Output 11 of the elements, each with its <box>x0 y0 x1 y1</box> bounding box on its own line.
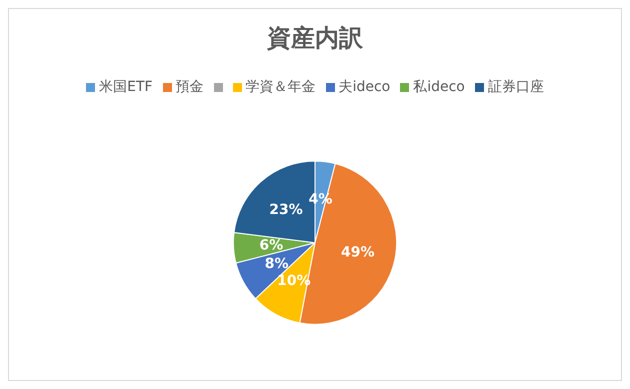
data-label: 49% <box>340 244 375 260</box>
data-label: 6% <box>259 237 284 254</box>
legend-label: 米国ETF <box>99 78 153 96</box>
legend-label: 私ideco <box>413 78 465 96</box>
chart-title: 資産内訳 <box>266 24 364 52</box>
legend-label: 夫ideco <box>338 78 390 96</box>
legend-label: 証券口座 <box>488 78 544 96</box>
data-label: 8% <box>264 256 288 272</box>
legend-label: 学資＆年金 <box>246 78 316 96</box>
legend-label: 預金 <box>176 78 204 96</box>
data-label: 23% <box>269 202 303 218</box>
